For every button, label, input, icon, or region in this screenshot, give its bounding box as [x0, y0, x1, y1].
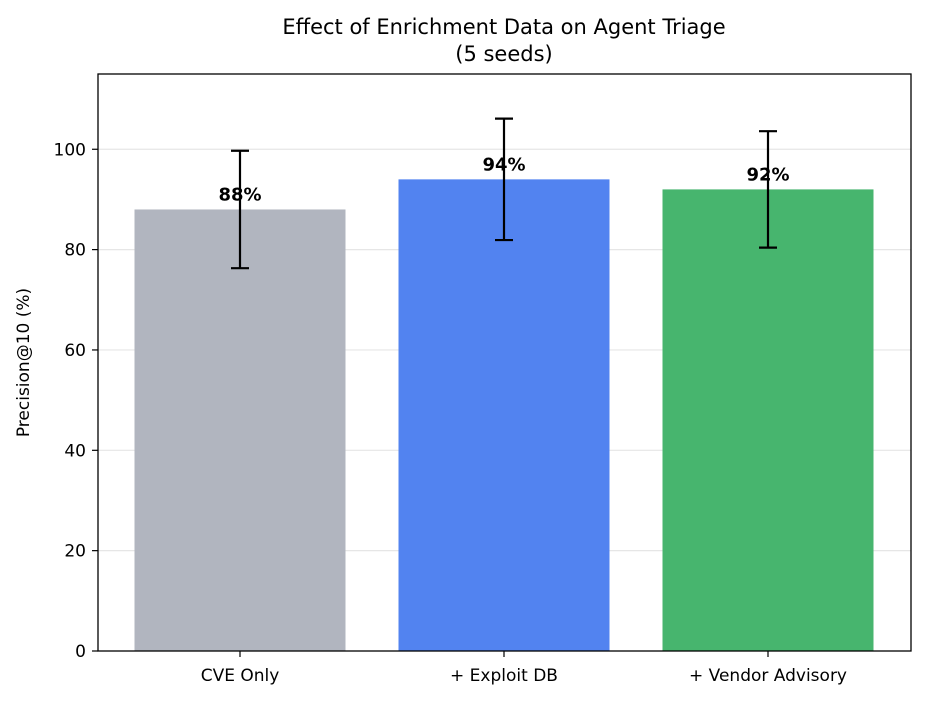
data-label-3: 92% [746, 164, 789, 185]
data-label-1: 88% [218, 184, 261, 205]
y-tick-label: 80 [64, 241, 86, 261]
x-tick-label: CVE Only [201, 666, 280, 686]
y-tick-label: 60 [64, 341, 86, 361]
x-axis-ticks: CVE Only + Exploit DB + Vendor Advisory [201, 651, 847, 686]
chart-title: Effect of Enrichment Data on Agent Triag… [282, 15, 725, 39]
y-tick-label: 100 [54, 140, 86, 160]
error-bar-2 [495, 117, 513, 242]
y-tick-label: 20 [64, 542, 86, 562]
data-labels: 88% 94% 92% [218, 154, 789, 205]
error-bar-1 [231, 149, 249, 270]
bar-3 [662, 189, 874, 651]
y-axis-label: Precision@10 (%) [14, 288, 34, 437]
error-bars [231, 117, 777, 270]
y-tick-label: 40 [64, 441, 86, 461]
y-tick-label: 0 [75, 642, 86, 662]
x-tick-label: + Exploit DB [450, 666, 558, 686]
error-bar-3 [759, 130, 777, 249]
bar-1 [134, 209, 346, 652]
y-axis-ticks: 0 20 40 60 80 100 [54, 140, 98, 662]
bars [134, 179, 874, 652]
bar-2 [398, 179, 610, 651]
chart-subtitle: (5 seeds) [455, 42, 552, 66]
data-label-2: 94% [482, 154, 525, 175]
x-tick-label: + Vendor Advisory [689, 666, 847, 686]
